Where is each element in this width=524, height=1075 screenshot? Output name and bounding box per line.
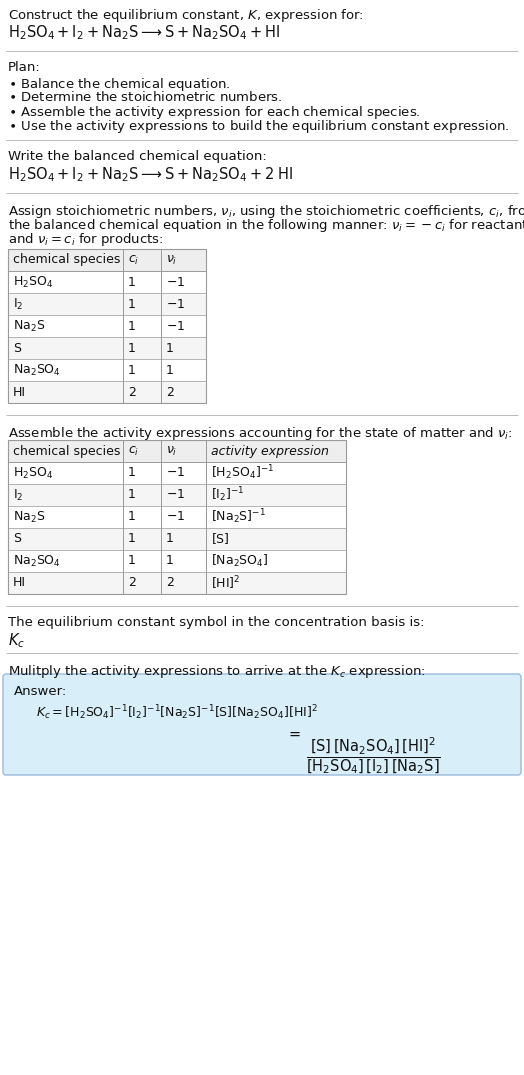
Text: Mulitply the activity expressions to arrive at the $K_c$ expression:: Mulitply the activity expressions to arr… bbox=[8, 663, 426, 680]
Bar bbox=[8, 528, 346, 550]
Text: Plan:: Plan: bbox=[8, 61, 41, 74]
Text: $\mathrm{H_2SO_4 + I_2 + Na_2S \longrightarrow S + Na_2SO_4 + HI}$: $\mathrm{H_2SO_4 + I_2 + Na_2S \longrigh… bbox=[8, 23, 280, 42]
Text: Assemble the activity expressions accounting for the state of matter and $\nu_i$: Assemble the activity expressions accoun… bbox=[8, 425, 512, 442]
Text: $K_c = [\mathrm{H_2SO_4}]^{-1} [\mathrm{I_2}]^{-1} [\mathrm{Na_2S}]^{-1} [\mathr: $K_c = [\mathrm{H_2SO_4}]^{-1} [\mathrm{… bbox=[36, 703, 318, 721]
Bar bbox=[8, 440, 346, 462]
Text: 1: 1 bbox=[128, 532, 136, 545]
Bar bbox=[8, 572, 346, 594]
Bar bbox=[8, 336, 206, 359]
Text: 1: 1 bbox=[128, 511, 136, 524]
Text: $-1$: $-1$ bbox=[166, 298, 185, 311]
Text: 2: 2 bbox=[166, 576, 174, 589]
Text: $\mathrm{I_2}$: $\mathrm{I_2}$ bbox=[13, 487, 24, 502]
Bar bbox=[8, 550, 346, 572]
Text: S: S bbox=[13, 532, 21, 545]
Text: $\mathrm{Na_2S}$: $\mathrm{Na_2S}$ bbox=[13, 318, 45, 333]
Text: 1: 1 bbox=[166, 532, 174, 545]
Text: $\mathrm{Na_2SO_4}$: $\mathrm{Na_2SO_4}$ bbox=[13, 362, 61, 377]
Text: $\dfrac{[\mathrm{S}]\,[\mathrm{Na_2SO_4}]\,[\mathrm{HI}]^2}{[\mathrm{H_2SO_4}]\,: $\dfrac{[\mathrm{S}]\,[\mathrm{Na_2SO_4}… bbox=[306, 735, 441, 776]
Bar bbox=[8, 293, 206, 315]
Text: $\nu_i$: $\nu_i$ bbox=[166, 254, 177, 267]
Text: $-1$: $-1$ bbox=[166, 275, 185, 288]
Text: $-1$: $-1$ bbox=[166, 319, 185, 332]
Text: $\bullet$ Determine the stoichiometric numbers.: $\bullet$ Determine the stoichiometric n… bbox=[8, 90, 282, 104]
Text: 1: 1 bbox=[128, 319, 136, 332]
Text: $K_c$: $K_c$ bbox=[8, 631, 25, 649]
Bar bbox=[8, 440, 346, 594]
Text: $\nu_i$: $\nu_i$ bbox=[166, 444, 177, 458]
Text: 1: 1 bbox=[166, 342, 174, 355]
Text: Assign stoichiometric numbers, $\nu_i$, using the stoichiometric coefficients, $: Assign stoichiometric numbers, $\nu_i$, … bbox=[8, 203, 524, 220]
Text: $\mathrm{H_2SO_4}$: $\mathrm{H_2SO_4}$ bbox=[13, 274, 53, 289]
Text: $\bullet$ Use the activity expressions to build the equilibrium constant express: $\bullet$ Use the activity expressions t… bbox=[8, 118, 509, 135]
Text: $=$: $=$ bbox=[286, 726, 301, 741]
Text: 1: 1 bbox=[128, 555, 136, 568]
Text: $\bullet$ Balance the chemical equation.: $\bullet$ Balance the chemical equation. bbox=[8, 76, 231, 94]
Text: $c_i$: $c_i$ bbox=[128, 444, 139, 458]
Text: 1: 1 bbox=[128, 342, 136, 355]
Text: 2: 2 bbox=[166, 386, 174, 399]
Text: $\mathrm{H_2SO_4}$: $\mathrm{H_2SO_4}$ bbox=[13, 465, 53, 481]
Text: $c_i$: $c_i$ bbox=[128, 254, 139, 267]
Text: Construct the equilibrium constant, $K$, expression for:: Construct the equilibrium constant, $K$,… bbox=[8, 8, 364, 24]
Bar bbox=[8, 381, 206, 403]
Text: $-1$: $-1$ bbox=[166, 511, 185, 524]
Text: $\mathrm{I_2}$: $\mathrm{I_2}$ bbox=[13, 297, 24, 312]
Bar bbox=[8, 484, 346, 506]
Bar bbox=[8, 462, 346, 484]
Text: $\mathrm{H_2SO_4 + I_2 + Na_2S \longrightarrow S + Na_2SO_4 + 2\;HI}$: $\mathrm{H_2SO_4 + I_2 + Na_2S \longrigh… bbox=[8, 164, 293, 184]
Text: and $\nu_i = c_i$ for products:: and $\nu_i = c_i$ for products: bbox=[8, 231, 163, 248]
Bar bbox=[8, 359, 206, 381]
Bar bbox=[8, 249, 206, 403]
Text: chemical species: chemical species bbox=[13, 444, 121, 458]
Text: $[\mathrm{I_2}]^{-1}$: $[\mathrm{I_2}]^{-1}$ bbox=[211, 486, 245, 504]
Text: S: S bbox=[13, 342, 21, 355]
Text: $[\mathrm{H_2SO_4}]^{-1}$: $[\mathrm{H_2SO_4}]^{-1}$ bbox=[211, 463, 274, 483]
Bar bbox=[8, 271, 206, 293]
Text: $-1$: $-1$ bbox=[166, 467, 185, 479]
Text: $[\mathrm{HI}]^2$: $[\mathrm{HI}]^2$ bbox=[211, 574, 241, 591]
Text: $-1$: $-1$ bbox=[166, 488, 185, 502]
Text: 1: 1 bbox=[166, 363, 174, 376]
Text: 1: 1 bbox=[128, 363, 136, 376]
Text: HI: HI bbox=[13, 386, 26, 399]
Bar bbox=[8, 315, 206, 336]
Text: 1: 1 bbox=[128, 298, 136, 311]
Text: 1: 1 bbox=[128, 488, 136, 502]
Text: $[\mathrm{Na_2SO_4}]$: $[\mathrm{Na_2SO_4}]$ bbox=[211, 553, 269, 569]
Text: 1: 1 bbox=[128, 275, 136, 288]
Text: 1: 1 bbox=[128, 467, 136, 479]
Bar bbox=[8, 506, 346, 528]
Text: Answer:: Answer: bbox=[14, 685, 67, 698]
Text: HI: HI bbox=[13, 576, 26, 589]
Text: 2: 2 bbox=[128, 386, 136, 399]
Text: $[\mathrm{S}]$: $[\mathrm{S}]$ bbox=[211, 531, 230, 546]
Text: $\mathrm{Na_2S}$: $\mathrm{Na_2S}$ bbox=[13, 510, 45, 525]
Text: 1: 1 bbox=[166, 555, 174, 568]
Text: $\bullet$ Assemble the activity expression for each chemical species.: $\bullet$ Assemble the activity expressi… bbox=[8, 104, 421, 121]
Text: activity expression: activity expression bbox=[211, 444, 329, 458]
Text: the balanced chemical equation in the following manner: $\nu_i = -c_i$ for react: the balanced chemical equation in the fo… bbox=[8, 217, 524, 234]
Text: $[\mathrm{Na_2S}]^{-1}$: $[\mathrm{Na_2S}]^{-1}$ bbox=[211, 507, 266, 527]
Text: 2: 2 bbox=[128, 576, 136, 589]
FancyBboxPatch shape bbox=[3, 674, 521, 775]
Text: The equilibrium constant symbol in the concentration basis is:: The equilibrium constant symbol in the c… bbox=[8, 616, 424, 629]
Text: Write the balanced chemical equation:: Write the balanced chemical equation: bbox=[8, 151, 267, 163]
Bar bbox=[8, 249, 206, 271]
Text: chemical species: chemical species bbox=[13, 254, 121, 267]
Text: $\mathrm{Na_2SO_4}$: $\mathrm{Na_2SO_4}$ bbox=[13, 554, 61, 569]
